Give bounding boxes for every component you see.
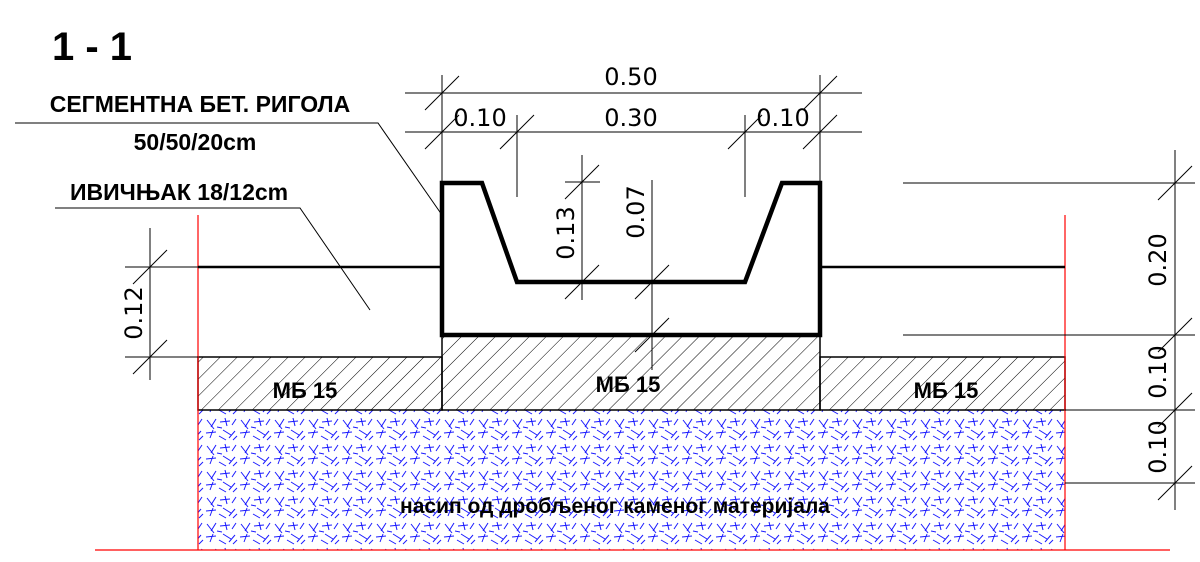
mb15-layer-left	[197, 356, 443, 411]
dim-depth-inner: 0.07	[622, 185, 650, 238]
mb15-label-right: МБ 15	[914, 378, 979, 403]
dim-depth-outer: 0.13	[552, 206, 580, 259]
ivicnjak-label: ИВИЧЊАК 18/12cm	[70, 179, 288, 205]
dim-right-low: 0.10	[1144, 420, 1172, 473]
dim-right-top: 0.20	[1144, 233, 1172, 286]
dimension-lines	[125, 75, 1195, 510]
dim-top-mid: 0.30	[604, 104, 657, 132]
mb15-layer-right	[819, 356, 1066, 411]
leader-lines	[15, 122, 443, 311]
mb15-layer-center	[441, 334, 821, 411]
dim-top-left: 0.10	[453, 104, 506, 132]
dim-top-right: 0.10	[756, 104, 809, 132]
section-title: 1 - 1	[52, 25, 132, 69]
red-boundary-lines	[95, 215, 1170, 551]
fill-material-label: насип од дробљеног каменог материјала	[400, 495, 830, 518]
dim-right-mid: 0.10	[1144, 345, 1172, 398]
gutter-outline	[439, 180, 823, 338]
dim-left-curb: 0.12	[120, 286, 148, 339]
rigola-label: СЕГМЕНТНА БЕТ. РИГОЛА	[50, 91, 351, 117]
dim-top-total: 0.50	[604, 63, 657, 91]
mb15-label-center: МБ 15	[596, 372, 661, 397]
rigola-size-label: 50/50/20cm	[134, 129, 257, 155]
mb15-label-left: МБ 15	[273, 378, 338, 403]
gravel-fill-layer	[198, 410, 1065, 550]
